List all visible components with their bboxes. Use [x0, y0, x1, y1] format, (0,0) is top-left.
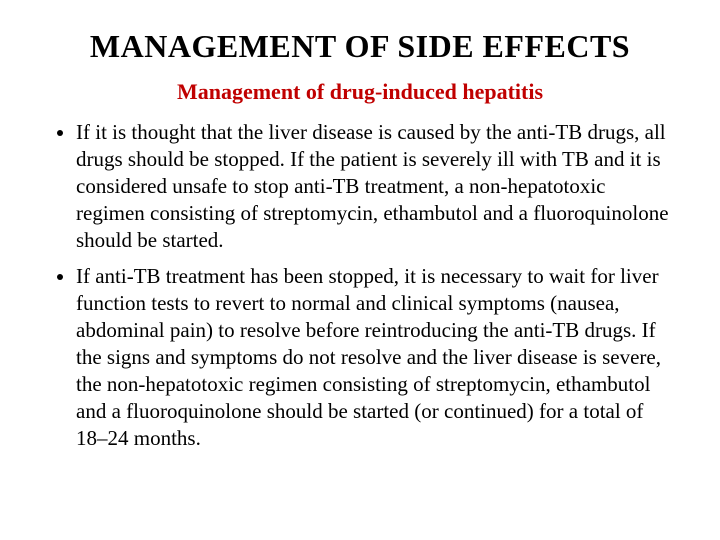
list-item: If anti-TB treatment has been stopped, i… — [76, 263, 672, 451]
slide-title: MANAGEMENT OF SIDE EFFECTS — [48, 28, 672, 65]
list-item: If it is thought that the liver disease … — [76, 119, 672, 253]
slide-container: MANAGEMENT OF SIDE EFFECTS Management of… — [0, 0, 720, 540]
bullet-list: If it is thought that the liver disease … — [48, 119, 672, 452]
slide-subtitle: Management of drug-induced hepatitis — [48, 79, 672, 105]
